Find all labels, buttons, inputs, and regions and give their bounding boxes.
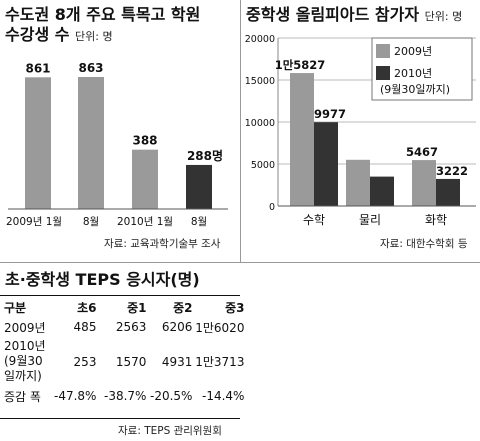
table-cell: -14.4% bbox=[202, 389, 245, 403]
chart1-x-tick-label: 8월 bbox=[191, 216, 207, 228]
chart2-source: 자료: 대한수학회 등 bbox=[380, 238, 468, 250]
chart1-data-label: 388 bbox=[132, 134, 157, 148]
chart1-unit: 단위: 명 bbox=[75, 30, 113, 43]
divider-horizontal bbox=[0, 262, 480, 263]
chart1-bar bbox=[186, 164, 212, 209]
table-bottom-rule bbox=[0, 418, 240, 419]
table-row: 2009년 485 2563 6206 1만6020 bbox=[4, 317, 244, 337]
table-row: 2010년 (9월30 일까지) 253 1570 4931 1만3713 bbox=[4, 337, 244, 386]
table-cell: 1만6020 bbox=[195, 320, 245, 335]
chart2-bar bbox=[436, 178, 460, 206]
table-cell: -47.8% bbox=[54, 389, 97, 403]
chart2-x-tick-label: 화학 bbox=[425, 213, 447, 227]
chart2-legend-swatch bbox=[376, 44, 390, 58]
chart2-y-tick-label: 20000 bbox=[245, 34, 275, 45]
table-source: 자료: TEPS 관리위원회 bbox=[118, 425, 222, 437]
chart2-x-tick-label: 물리 bbox=[359, 213, 381, 227]
table-header-cell: 중3 bbox=[225, 300, 245, 315]
table-row-label: 증감 폭 bbox=[4, 389, 41, 404]
chart1-bar bbox=[25, 77, 51, 209]
chart2-bar bbox=[290, 73, 314, 207]
chart2-bar bbox=[370, 176, 394, 206]
divider-vertical bbox=[240, 0, 241, 262]
table-cell: 6206 bbox=[161, 320, 193, 334]
chart2-data-label: 5467 bbox=[406, 145, 438, 159]
table-cell: 485 bbox=[73, 320, 97, 334]
table-cell: 4931 bbox=[161, 354, 193, 369]
table-row-label: 2010년 (9월30 일까지) bbox=[4, 337, 54, 386]
table-row-label-line: 일까지) bbox=[4, 369, 42, 383]
chart2-y-tick-label: 10000 bbox=[245, 118, 275, 129]
chart2-y-tick-label: 0 bbox=[269, 202, 275, 213]
chart1-x-tick-label: 2009년 1월 bbox=[6, 216, 62, 228]
chart2-title: 중학생 올림피아드 참가자 bbox=[246, 5, 420, 24]
chart2-plot: 0 5000 10000 15000 20000 1만5827 9977 수학 물리 5467 3… bbox=[245, 34, 476, 227]
chart2-title-row: 중학생 올림피아드 참가자 단위: 명 bbox=[246, 5, 462, 27]
chart1-data-label: 288명 bbox=[187, 149, 223, 163]
chart1-title: 수도권 8개 주요 특목고 학원 수강생 수 단위: 명 bbox=[5, 5, 200, 47]
chart2-legend-label: 2009년 bbox=[394, 45, 432, 58]
table-cell: -20.5% bbox=[150, 389, 193, 403]
chart2-y-tick-label: 5000 bbox=[251, 160, 275, 171]
table-cell: 1만3713 bbox=[195, 355, 245, 369]
table-header-cell: 중2 bbox=[173, 300, 193, 315]
table-header-cell: 초6 bbox=[77, 300, 97, 315]
table-cell: 1570 bbox=[115, 354, 147, 369]
chart2-data-label: 3222 bbox=[436, 164, 468, 178]
chart1-data-label: 861 bbox=[25, 61, 50, 75]
chart2-legend-swatch bbox=[376, 66, 390, 80]
chart2-bar bbox=[314, 122, 338, 206]
chart2-legend-label: 2010년 bbox=[394, 67, 432, 80]
chart2-bar bbox=[412, 160, 436, 206]
chart2-data-label: 1만5827 bbox=[275, 58, 326, 72]
table-row-label-line: 2010년 bbox=[4, 339, 46, 353]
chart1-title-line2: 수강생 수 bbox=[5, 25, 70, 44]
table-row: 증감 폭 -47.8% -38.7% -20.5% -14.4% bbox=[4, 386, 244, 406]
chart2-legend-label: (9월30일까지) bbox=[380, 82, 450, 96]
chart2-unit: 단위: 명 bbox=[424, 10, 463, 23]
table-header-cell: 중1 bbox=[127, 300, 147, 315]
table-row-label-line: (9월30 bbox=[4, 354, 43, 368]
chart1-data-label: 863 bbox=[78, 61, 103, 75]
teps-table-wrap: 구분 초6 중1 중2 중3 2009년 485 2563 6206 1만602… bbox=[4, 297, 244, 406]
chart2-data-label: 9977 bbox=[314, 107, 346, 121]
chart2-y-tick-label: 15000 bbox=[245, 76, 275, 87]
table-cell: 2563 bbox=[115, 320, 147, 334]
chart1-source: 자료: 교육과학기술부 조사 bbox=[104, 238, 221, 250]
table-header-cell: 구분 bbox=[4, 300, 27, 315]
table-title-rule bbox=[0, 295, 240, 296]
table-row-label: 2009년 bbox=[4, 320, 46, 335]
chart1-title-line1: 수도권 8개 주요 특목고 학원 bbox=[5, 5, 201, 24]
table-cell: 253 bbox=[73, 354, 97, 369]
chart1-plot: 861 2009년 1월 863 8월 388 2010년 1월 288명 8월 bbox=[6, 61, 228, 228]
table-title: 초·중학생 TEPS 응시자(명) bbox=[5, 270, 200, 289]
chart1-bar bbox=[132, 149, 158, 209]
chart1-bar bbox=[78, 77, 104, 209]
table-cell: -38.7% bbox=[104, 389, 147, 403]
chart1-x-tick-label: 8월 bbox=[83, 216, 99, 228]
chart2-bar bbox=[346, 159, 370, 206]
table-header-row: 구분 초6 중1 중2 중3 bbox=[4, 297, 244, 317]
teps-table: 구분 초6 중1 중2 중3 2009년 485 2563 6206 1만602… bbox=[4, 297, 244, 406]
chart1-x-tick-label: 2010년 1월 bbox=[117, 216, 173, 228]
chart2-x-tick-label: 수학 bbox=[303, 213, 325, 227]
